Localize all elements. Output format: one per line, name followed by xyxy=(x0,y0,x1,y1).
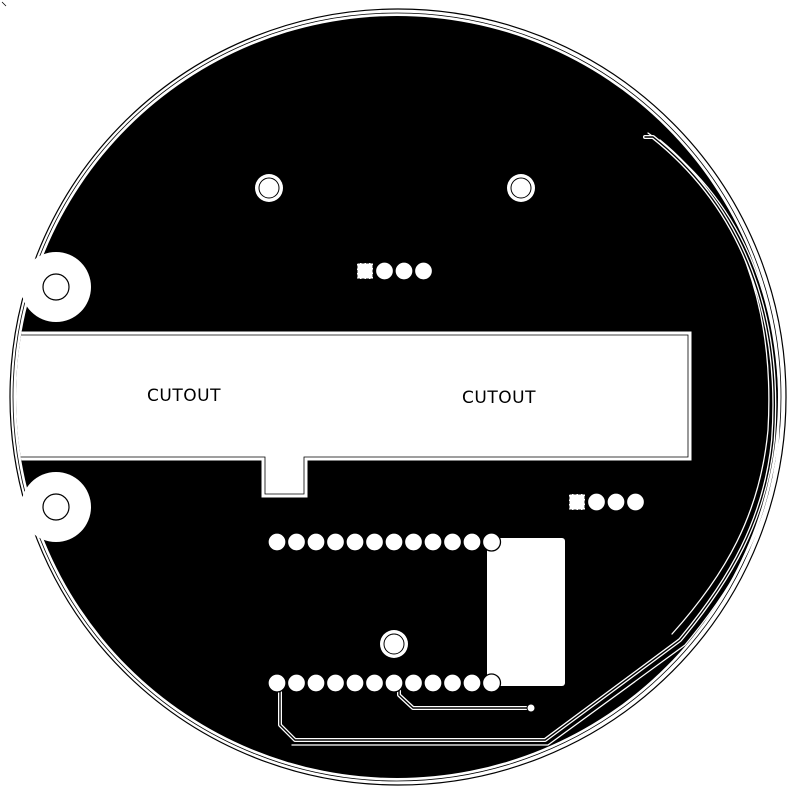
right-connector-pad-2 xyxy=(586,492,607,512)
side-mount-pad-upper xyxy=(21,252,91,322)
top-connector-pad-4 xyxy=(413,261,434,281)
ic-bottom-pad-9 xyxy=(423,673,443,693)
component-body xyxy=(487,538,565,686)
right-connector-header xyxy=(568,492,646,512)
ic-top-pad-3 xyxy=(306,532,326,552)
ic-bottom-pad-3 xyxy=(306,673,326,693)
ic-top-pad-4 xyxy=(325,532,346,552)
cutout-region xyxy=(16,330,693,499)
ic-bottom-pad-4 xyxy=(325,673,346,693)
via-small xyxy=(526,703,536,713)
ic-bottom-pad-8 xyxy=(403,673,424,693)
top-connector-header xyxy=(356,261,434,281)
ic-top-pad-9 xyxy=(423,532,443,552)
ic-top-pad-6 xyxy=(364,532,385,552)
cutout-label-right: CUTOUT xyxy=(462,388,536,408)
ic-bottom-pin-row xyxy=(267,673,502,693)
mounting-hole-bottom-center xyxy=(380,630,408,658)
ic-bottom-pad-5 xyxy=(345,673,365,693)
ic-top-pad-2 xyxy=(286,532,307,552)
ic-top-pad-10 xyxy=(442,532,463,552)
corner-mark xyxy=(1,1,7,7)
right-connector-pad-3 xyxy=(606,492,626,512)
ic-bottom-pad-6 xyxy=(364,673,385,693)
ic-top-pad-1 xyxy=(267,532,287,552)
ic-top-pad-7 xyxy=(384,532,404,552)
right-connector-pad-1 xyxy=(568,493,586,511)
right-connector-pad-4 xyxy=(625,492,646,512)
side-mount-pad-lower xyxy=(21,472,91,542)
ic-top-pad-11 xyxy=(462,532,482,552)
ic-top-pin-row xyxy=(267,532,502,552)
ic-bottom-pad-2 xyxy=(286,673,307,693)
ic-bottom-pad-1 xyxy=(267,673,287,693)
cutout-label-left: CUTOUT xyxy=(147,386,221,406)
top-connector-pad-2 xyxy=(374,261,395,281)
top-connector-pad-1 xyxy=(356,262,374,280)
ic-top-pad-5 xyxy=(345,532,365,552)
ic-top-pad-12 xyxy=(481,532,502,552)
mounting-hole-top-right xyxy=(507,174,535,202)
ic-bottom-pad-10 xyxy=(442,673,463,693)
trace-right-arc-outer xyxy=(291,132,780,746)
ic-bottom-pad-11 xyxy=(462,673,482,693)
board-outline xyxy=(9,8,787,786)
board-inner-outline xyxy=(12,12,782,782)
ic-top-pad-8 xyxy=(403,532,424,552)
ic-bottom-pad-7 xyxy=(384,673,404,693)
top-connector-pad-3 xyxy=(394,261,414,281)
mounting-hole-top-left xyxy=(255,174,283,202)
ic-bottom-pad-12 xyxy=(481,673,502,693)
